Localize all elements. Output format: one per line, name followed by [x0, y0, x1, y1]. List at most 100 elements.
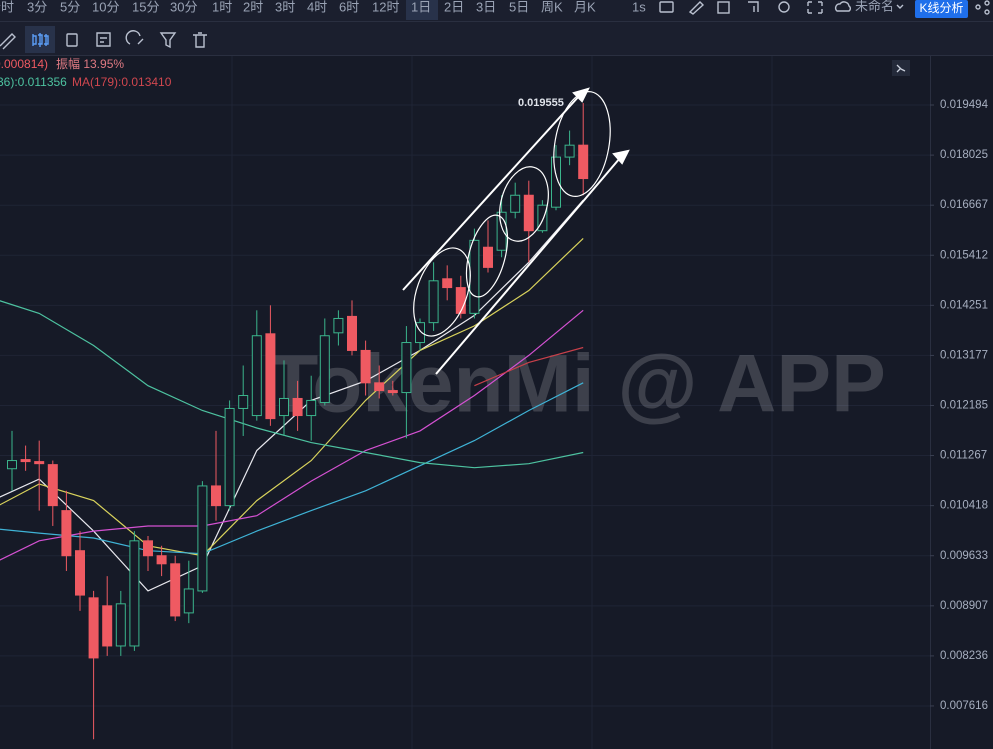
candle-body	[387, 390, 398, 394]
drawing-toolbar-bg	[0, 22, 993, 55]
candle-body	[510, 194, 521, 213]
candle-body	[238, 395, 249, 409]
y-tick-label: 0.010418	[940, 500, 988, 512]
y-tick-label: 0.007616	[940, 700, 988, 712]
highlight-ellipses	[413, 90, 611, 337]
tool-note[interactable]	[66, 33, 78, 47]
candle-body	[279, 397, 289, 417]
interval-tab[interactable]: 2时	[243, 0, 263, 14]
interval-tab[interactable]: 周K	[541, 0, 563, 14]
candle-body	[415, 322, 425, 344]
candle-body	[197, 485, 208, 592]
interval-tab[interactable]: 15分	[132, 0, 159, 14]
candle-body	[34, 461, 45, 465]
candle-body	[333, 317, 344, 334]
candle-body	[469, 239, 480, 314]
candle-body	[183, 588, 194, 614]
legend-change: 0.000814)	[0, 57, 48, 71]
candle-body	[47, 464, 58, 507]
interval-tab[interactable]: 3日	[476, 0, 496, 14]
interval-tab[interactable]: 3时	[275, 0, 295, 14]
vertical-grid	[231, 56, 773, 749]
candle-body	[564, 144, 575, 158]
candle-body	[292, 397, 303, 417]
candle-body	[496, 211, 507, 251]
add-icon[interactable]	[748, 1, 759, 12]
candle-body	[455, 287, 466, 314]
candle-body	[115, 603, 126, 647]
y-tick-label: 0.008236	[940, 650, 988, 662]
interval-tab[interactable]: 12时	[372, 0, 399, 14]
settings-icon[interactable]	[778, 1, 790, 13]
moving-average-line	[0, 237, 584, 557]
window-icon[interactable]	[717, 1, 730, 14]
candle-body	[347, 315, 357, 351]
interval-tab[interactable]: 月K	[574, 0, 596, 14]
cloud-icon[interactable]	[834, 1, 851, 12]
candle-body	[537, 204, 548, 232]
candle-body	[306, 399, 317, 417]
tool-magnet[interactable]	[125, 30, 144, 45]
y-tick-label: 0.019494	[940, 99, 989, 111]
channel-drawing	[402, 87, 630, 375]
moving-average-line	[0, 382, 584, 555]
tool-filter[interactable]	[159, 32, 177, 49]
active-tab-bg	[406, 0, 438, 20]
tool-text[interactable]	[96, 32, 111, 47]
candle-body	[442, 278, 453, 289]
candle-body	[551, 156, 561, 208]
legend-ma: 36):0.011356	[0, 75, 67, 89]
interval-tab[interactable]: 2日	[444, 0, 464, 14]
interval-tab[interactable]: 4时	[307, 0, 327, 14]
interval-tab[interactable]: 分时	[0, 0, 14, 14]
tool-line[interactable]	[0, 33, 16, 50]
y-tick-label: 0.009633	[940, 550, 988, 562]
legend-ma: MA(179):0.013410	[72, 75, 172, 89]
grid	[0, 104, 930, 707]
candle-body	[224, 407, 235, 507]
interval-tab[interactable]: 10分	[92, 0, 119, 14]
high-annotation: 0.019555	[518, 97, 564, 109]
expand-button[interactable]	[892, 60, 910, 76]
watermark: TokenMi @ APP	[268, 339, 886, 430]
realtime-button[interactable]: 1s	[632, 0, 646, 14]
draw-icon[interactable]	[688, 1, 705, 15]
candle-body	[265, 333, 276, 420]
candle-body	[170, 563, 181, 617]
candle-body	[319, 335, 330, 403]
candle-body	[20, 459, 31, 463]
interval-tab[interactable]: 5日	[509, 0, 529, 14]
candle-body	[578, 144, 589, 180]
layout-name[interactable]: 未命名	[855, 0, 894, 13]
candle-body	[102, 605, 113, 647]
analysis-button[interactable]	[915, 0, 968, 18]
y-tick-label: 0.011267	[940, 450, 987, 462]
candle-body	[129, 540, 140, 647]
candle-body	[251, 335, 262, 417]
interval-tab[interactable]: 3分	[27, 0, 47, 14]
interval-tab[interactable]: 1时	[212, 0, 232, 14]
interval-tab[interactable]: 6时	[339, 0, 359, 14]
tool-delete[interactable]	[193, 32, 207, 48]
snapshot-icon[interactable]	[659, 1, 674, 13]
tool-candles[interactable]	[32, 33, 49, 47]
candle-body	[374, 382, 385, 392]
moving-average-line	[0, 309, 584, 561]
interval-tab[interactable]: 1日	[411, 0, 431, 14]
y-tick-label: 0.008907	[940, 600, 988, 612]
toolbar-icons	[659, 0, 990, 15]
candle-body	[211, 485, 221, 507]
interval-tab[interactable]: 30分	[170, 0, 197, 14]
interval-tab[interactable]: 5分	[60, 0, 80, 14]
candle-body	[523, 194, 534, 232]
candle-body	[75, 550, 85, 596]
candle-body	[156, 555, 167, 565]
analysis-button-label[interactable]: K线分析	[919, 1, 963, 15]
y-tick-label: 0.013177	[940, 349, 988, 361]
price-axis: 0.019494 0.018025 0.016667 0.015412 0.014251…	[930, 99, 989, 712]
candle-body	[360, 349, 371, 384]
fullscreen-icon[interactable]	[807, 1, 823, 14]
candle-body	[401, 342, 412, 394]
